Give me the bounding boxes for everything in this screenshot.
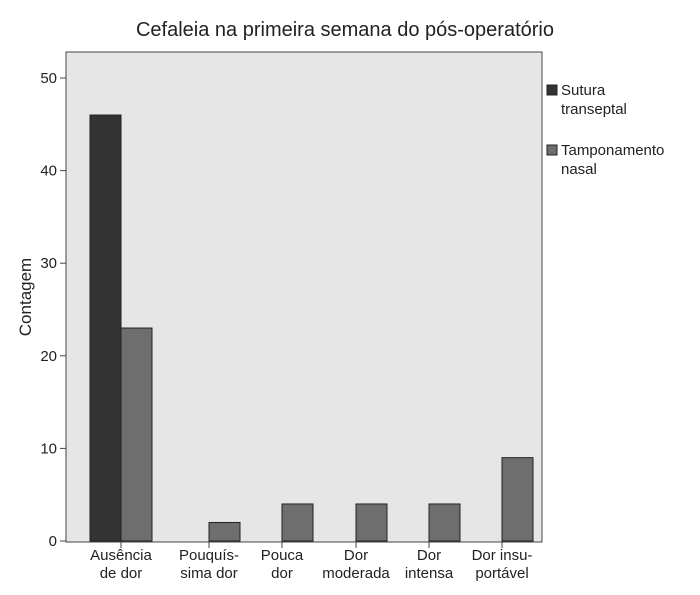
y-axis-title: Contagem	[16, 258, 35, 336]
legend-label: Sutura transeptal	[561, 82, 627, 118]
x-category-label-line: de dor	[100, 565, 143, 582]
x-category-label-line: dor	[271, 565, 293, 582]
legend: Sutura transeptal Tamponamento nasal	[546, 82, 664, 178]
chart-title: Cefaleia na primeira semana do pós-opera…	[136, 19, 554, 41]
x-category-label: Dor moderada	[322, 547, 390, 582]
legend-swatch	[546, 144, 558, 156]
y-tick-label: 20	[40, 348, 57, 365]
x-category-label: Dor intensa	[405, 547, 454, 582]
bars-group	[89, 114, 534, 542]
x-category-label-line: Pouquís-	[179, 547, 239, 564]
bar-sutura-0	[89, 114, 122, 542]
y-tick-label: 50	[40, 70, 57, 87]
bar-tamponamento-3	[355, 503, 388, 542]
legend-label-line: transeptal	[561, 101, 627, 118]
legend-label-line: Tamponamento	[561, 142, 664, 159]
x-category-label-line: Ausência	[90, 547, 152, 564]
x-category-label: Ausência de dor	[90, 547, 152, 582]
legend-label-line: nasal	[561, 161, 597, 178]
x-category-label-line: intensa	[405, 565, 454, 582]
x-category-label-line: portável	[475, 565, 528, 582]
x-axis: Ausência de dor Pouquís-sima dor Pouca dor Do…	[90, 542, 532, 582]
x-category-label: Dor insu-portável	[472, 547, 533, 582]
x-category-label-line: Dor	[344, 547, 368, 564]
bar-tamponamento-2	[281, 503, 314, 542]
bar-tamponamento-0	[120, 327, 153, 542]
bar-tamponamento-4	[428, 503, 461, 542]
legend-label: Tamponamento nasal	[561, 142, 664, 178]
y-tick-label: 30	[40, 255, 57, 272]
x-category-label-line: sima dor	[180, 565, 238, 582]
x-category-label-line: Dor	[417, 547, 441, 564]
x-category-label-line: Dor insu-	[472, 547, 533, 564]
y-tick-label: 40	[40, 163, 57, 180]
x-category-label-line: Pouca	[261, 547, 304, 564]
y-axis: 0 10 20 30 40 50	[40, 70, 66, 550]
bar-tamponamento-5	[501, 457, 534, 542]
bar-tamponamento-1	[208, 521, 241, 542]
y-tick-label: 10	[40, 440, 57, 457]
y-tick-label: 0	[49, 533, 57, 550]
x-category-label-line: moderada	[322, 565, 390, 582]
legend-swatch	[546, 84, 558, 96]
x-category-label: Pouquís-sima dor	[179, 547, 239, 582]
x-category-label: Pouca dor	[261, 547, 304, 582]
legend-label-line: Sutura	[561, 82, 606, 99]
